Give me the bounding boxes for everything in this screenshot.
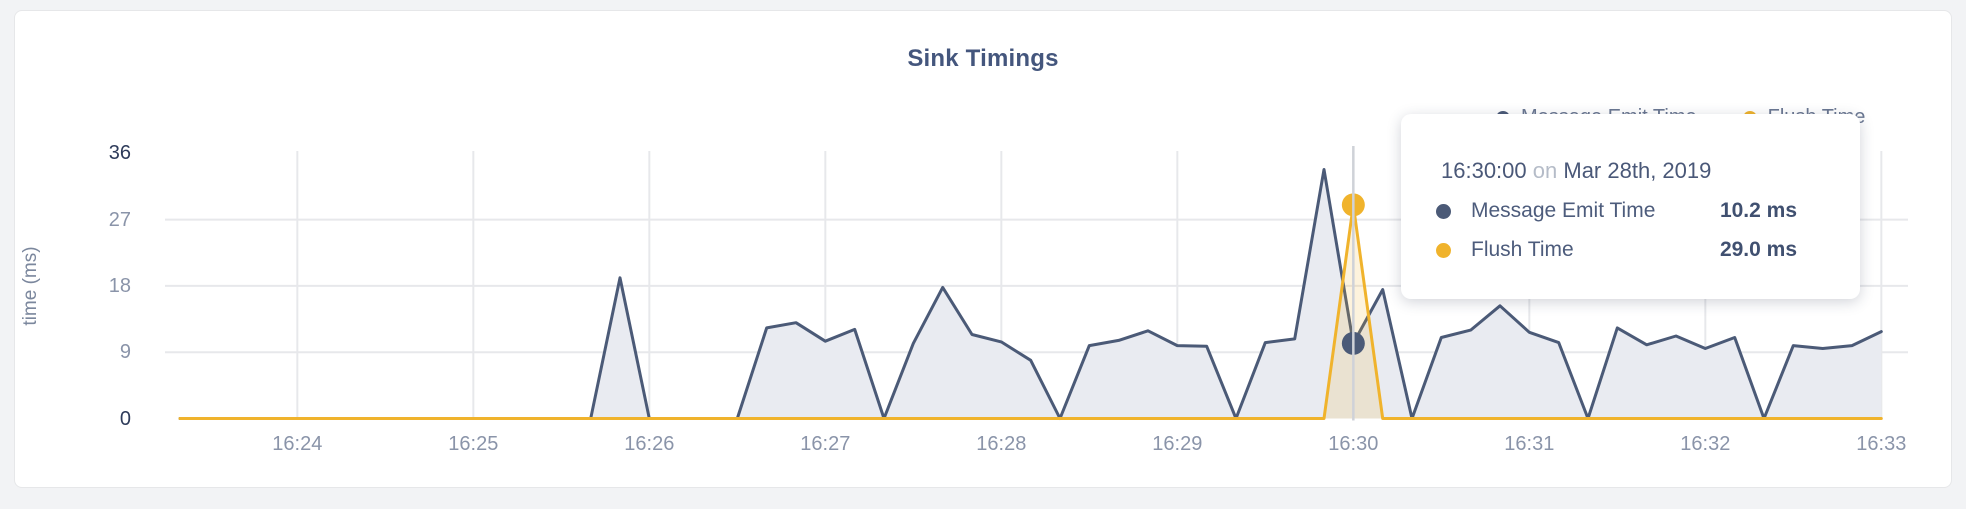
x-tick-label: 16:30 <box>1328 433 1379 455</box>
tooltip-date: Mar 28th, 2019 <box>1563 158 1712 183</box>
y-tick-label: 18 <box>108 274 131 297</box>
tooltip-header: 16:30:00 on Mar 28th, 2019 <box>1441 158 1797 184</box>
message-emit-time-area <box>180 169 1882 419</box>
hover-tooltip: 16:30:00 on Mar 28th, 2019 Message Emit … <box>1401 114 1860 299</box>
tooltip-row-message-emit: Message Emit Time 10.2 ms <box>1436 199 1797 223</box>
x-tick-label: 16:29 <box>1152 433 1203 455</box>
tooltip-series-value: 10.2 ms <box>1719 199 1797 222</box>
y-axis-title: time (ms) <box>20 246 41 326</box>
x-tick-label: 16:25 <box>448 433 499 455</box>
tooltip-series-label: Flush Time <box>1471 238 1574 261</box>
x-tick-label: 16:28 <box>976 433 1027 455</box>
x-tick-label: 16:26 <box>624 433 675 455</box>
y-tick-label: 27 <box>108 208 131 231</box>
tooltip-row-flush-time: Flush Time 29.0 ms <box>1436 238 1797 262</box>
y-tick-label: 0 <box>119 407 131 430</box>
x-tick-label: 16:33 <box>1856 433 1907 455</box>
flush-time-line <box>178 203 1883 420</box>
page-background: { "card": { "title": "Sink Timings" }, "… <box>14 10 1952 488</box>
x-tick-label: 16:32 <box>1680 433 1731 455</box>
tooltip-series-value: 29.0 ms <box>1719 238 1797 261</box>
tooltip-dot-flush-time-icon <box>1436 242 1451 258</box>
x-tick-label: 16:24 <box>272 433 323 455</box>
y-tick-label: 36 <box>108 142 131 165</box>
x-tick-label: 16:31 <box>1504 433 1555 455</box>
tooltip-dot-message-emit-icon <box>1436 203 1451 219</box>
tooltip-time: 16:30:00 <box>1441 158 1527 183</box>
chart-card: Sink Timings 36 27 18 9 0 16:24 16:25 16… <box>14 10 1952 488</box>
tooltip-series-label: Message Emit Time <box>1471 199 1656 222</box>
tooltip-on-word: on <box>1532 158 1558 183</box>
y-tick-label: 9 <box>119 341 131 364</box>
x-tick-label: 16:27 <box>800 433 851 455</box>
page-title: Sink Timings <box>907 45 1059 72</box>
